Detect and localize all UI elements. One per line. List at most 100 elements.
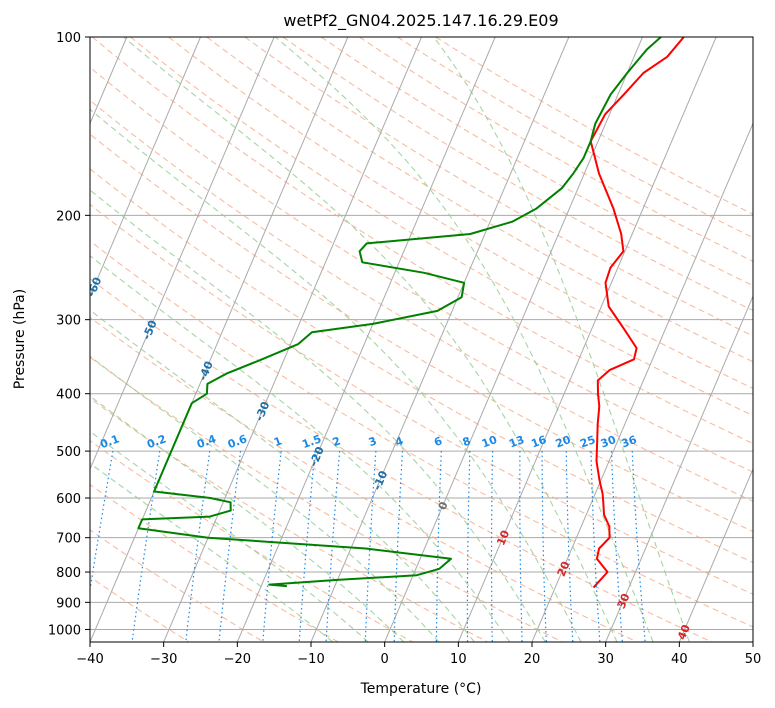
mixing-ratio-label: 2 xyxy=(331,434,343,449)
mixing-ratio-line xyxy=(541,451,547,642)
isotherm xyxy=(605,295,753,642)
y-tick-label: 400 xyxy=(56,388,81,403)
mixing-ratio-label: 13 xyxy=(507,433,526,450)
plot-area xyxy=(90,37,753,642)
isotherm xyxy=(384,37,643,642)
x-tick-label: 50 xyxy=(745,652,762,667)
dry-adiabat xyxy=(90,576,190,642)
moist-adiabat xyxy=(90,462,334,642)
x-tick-label: 40 xyxy=(671,652,688,667)
y-tick-label: 100 xyxy=(56,31,81,46)
y-tick-label: 200 xyxy=(56,209,81,224)
dewpoint-profile-line xyxy=(137,37,662,588)
plot-frame xyxy=(89,36,754,643)
mixing-ratio-line xyxy=(364,451,377,642)
y-tick-label: 700 xyxy=(56,532,81,547)
mixing-ratio-label: 6 xyxy=(432,434,444,449)
x-tick-label: 20 xyxy=(524,652,541,667)
mixing-ratio-label: 36 xyxy=(620,433,639,451)
x-tick-label: −20 xyxy=(224,652,251,667)
mixing-ratio-line xyxy=(325,451,341,642)
y-tick-label: 900 xyxy=(56,596,81,611)
mixing-ratio-label: 1 xyxy=(272,434,284,449)
isotherm xyxy=(163,37,422,642)
x-tick-label: −40 xyxy=(76,652,103,667)
mixing-ratio-line xyxy=(466,451,471,642)
temperature-profile-line xyxy=(589,37,685,589)
dry-adiabat xyxy=(90,99,753,503)
isotherm xyxy=(310,37,570,642)
isotherm-label: 40 xyxy=(675,622,693,641)
axes: −40 −30 −20 −10 0 10 20 30 40 5010020030040050060… xyxy=(48,31,761,667)
moist-adiabat xyxy=(90,255,511,642)
mixing-ratio-line xyxy=(131,451,161,642)
isotherm-label: 30 xyxy=(615,591,633,610)
isotherm xyxy=(90,37,275,471)
mixing-ratio-label: 0.6 xyxy=(226,432,249,451)
mixing-ratio-label: 20 xyxy=(554,433,573,451)
isotherm xyxy=(678,467,753,642)
mixing-ratio-label: 10 xyxy=(480,433,499,451)
dry-adiabat xyxy=(90,316,638,642)
y-tick-label: 600 xyxy=(56,492,81,507)
mixing-ratio-line xyxy=(565,451,574,642)
x-tick-label: 0 xyxy=(381,652,389,667)
y-tick-label: 1000 xyxy=(48,623,81,638)
isotherm xyxy=(90,37,349,642)
mixing-ratio-line xyxy=(610,451,623,642)
x-tick-label: −30 xyxy=(150,652,177,667)
dry-adiabat xyxy=(90,397,488,642)
x-tick-label: 10 xyxy=(450,652,467,667)
isotherm xyxy=(752,640,753,642)
isotherm-label: 20 xyxy=(555,559,573,578)
dry-adiabat xyxy=(90,203,753,595)
mixing-ratio-line xyxy=(262,451,282,642)
mixing-ratio-line xyxy=(298,451,316,642)
moist-adiabats xyxy=(90,37,690,642)
y-tick-label: 500 xyxy=(56,445,81,460)
moist-adiabat xyxy=(90,395,405,642)
x-axis-label: Temperature (°C) xyxy=(360,681,482,697)
isotherm xyxy=(457,37,717,642)
mixing-ratio-label: 3 xyxy=(367,434,379,449)
mixing-ratio-label: 1.5 xyxy=(300,432,323,451)
mixing-ratio-line xyxy=(590,451,601,642)
mixing-ratio-line xyxy=(490,451,494,642)
isotherm-label: 10 xyxy=(494,528,512,547)
mixing-ratio-label: 0.4 xyxy=(195,432,218,451)
isotherms xyxy=(90,37,753,642)
isotherm xyxy=(531,122,753,642)
x-tick-label: −10 xyxy=(297,652,324,667)
mixing-ratio-line xyxy=(435,451,442,642)
moist-adiabat xyxy=(90,309,475,642)
moist-adiabat xyxy=(90,430,369,642)
mixing-ratio-line xyxy=(519,451,523,642)
mixing-ratio-label: 25 xyxy=(578,433,597,450)
mixing-ratio-line xyxy=(185,451,211,642)
y-tick-label: 800 xyxy=(56,566,81,581)
isotherm xyxy=(90,37,201,298)
isotherm xyxy=(236,37,496,642)
mixing-ratio-line xyxy=(393,451,404,642)
mixing-ratio-label: 0.2 xyxy=(145,432,168,451)
moist-adiabat xyxy=(123,37,618,642)
moist-adiabat xyxy=(274,37,654,642)
dry-adiabat xyxy=(90,240,753,628)
mixing-ratio-lines xyxy=(90,450,646,642)
mixing-ratio-label: 30 xyxy=(599,433,618,451)
profile-series xyxy=(137,37,685,589)
dry-adiabat xyxy=(90,278,712,642)
mixing-ratio-label: 0.1 xyxy=(98,432,121,451)
mixing-ratio-label: 4 xyxy=(393,434,405,449)
mixing-ratio-line xyxy=(218,451,242,642)
y-axis-label: Pressure (hPa) xyxy=(12,289,28,389)
mixing-ratio-line xyxy=(631,451,646,642)
x-tick-label: 30 xyxy=(597,652,614,667)
chart-title: wetPf2_GN04.2025.147.16.29.E09 xyxy=(283,11,558,31)
mixing-ratio-label: 16 xyxy=(529,433,548,451)
moist-adiabat xyxy=(433,37,690,642)
moist-adiabat xyxy=(90,355,440,642)
mixing-ratio-label: 8 xyxy=(461,434,473,449)
